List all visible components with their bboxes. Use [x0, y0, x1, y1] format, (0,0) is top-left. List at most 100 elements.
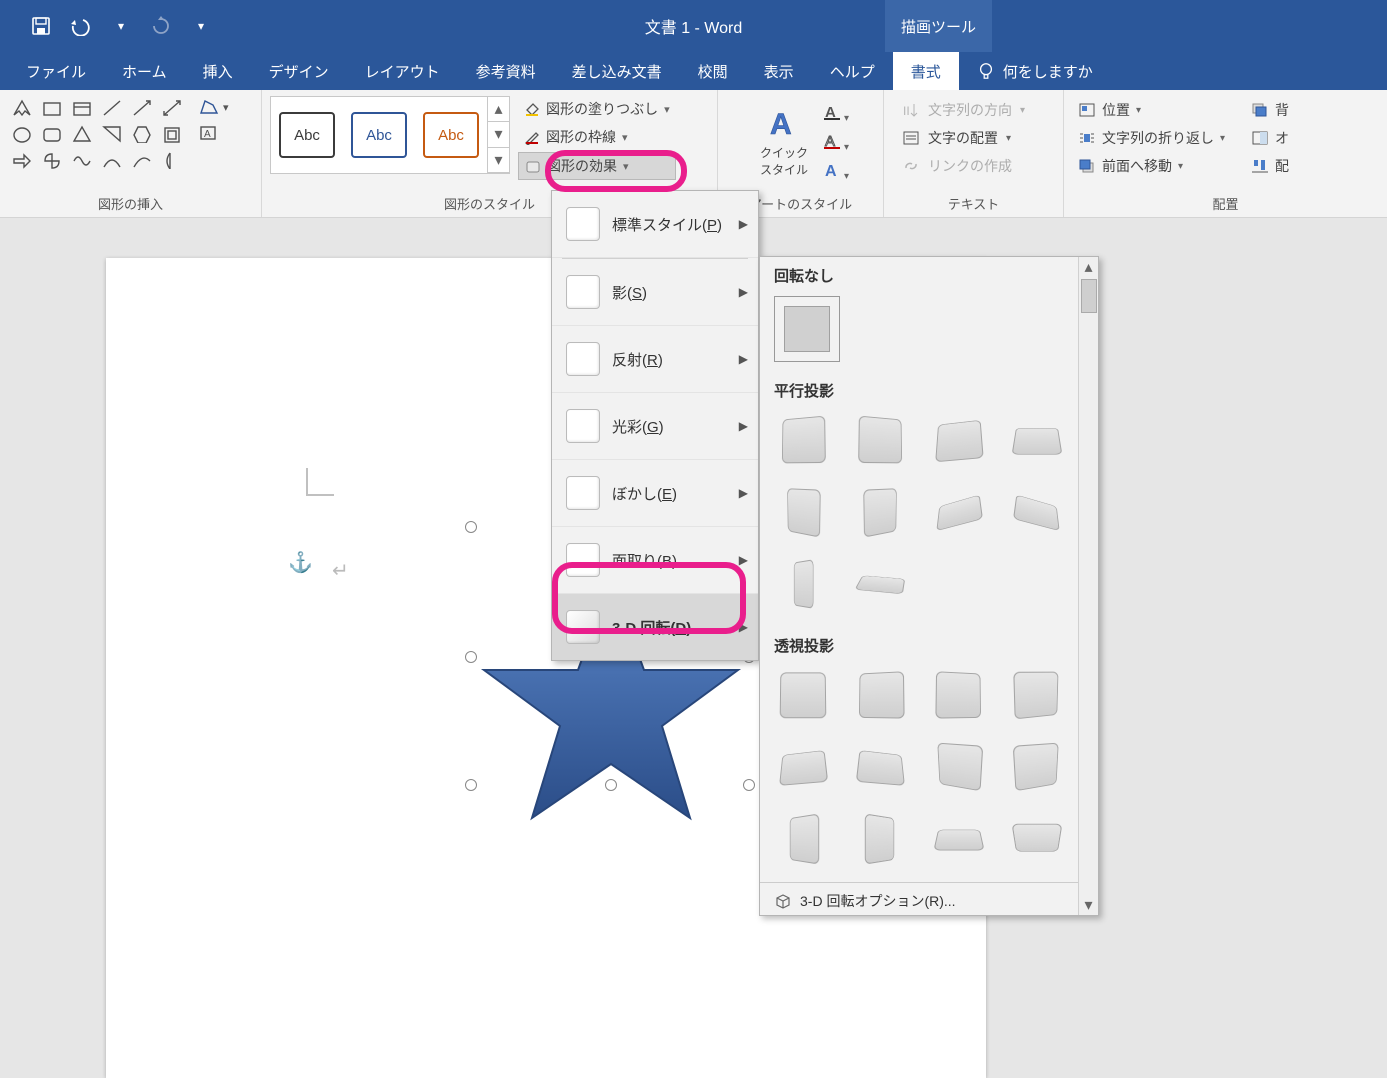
forward-label: 前面へ移動 — [1102, 156, 1172, 176]
tab-format[interactable]: 書式 — [893, 52, 959, 90]
tab-insert[interactable]: 挿入 — [185, 52, 251, 90]
lightbulb-icon — [977, 62, 995, 80]
repeat-icon[interactable] — [148, 13, 174, 39]
margin-corner — [306, 468, 334, 496]
reflection-icon — [566, 342, 600, 376]
cube-icon — [774, 893, 792, 909]
selection-pane-button[interactable]: オ — [1245, 124, 1295, 152]
bring-forward-button[interactable]: 前面へ移動▾ — [1072, 152, 1231, 180]
rot-parallel-2[interactable] — [852, 411, 910, 469]
rot-parallel-8[interactable] — [1008, 483, 1066, 541]
tab-design[interactable]: デザイン — [251, 52, 347, 90]
shape-fill-column: 図形の塗りつぶし▾ 図形の枠線▾ 図形の効果▾ — [518, 96, 676, 180]
group-title-insert-shapes: 図形の挿入 — [0, 190, 261, 217]
rot-parallel-3[interactable] — [930, 411, 988, 469]
tell-me-box[interactable]: 何をしますか — [959, 52, 1111, 90]
rot-persp-3[interactable] — [930, 666, 988, 724]
ribbon-tabs: ファイル ホーム 挿入 デザイン レイアウト 参考資料 差し込み文書 校閲 表示… — [0, 52, 1387, 90]
fx-reflection[interactable]: 反射(R) ▶ — [552, 326, 758, 393]
style-item-3[interactable]: Abc — [423, 112, 479, 158]
shape-gallery[interactable] — [8, 96, 186, 172]
tab-mailings[interactable]: 差し込み文書 — [554, 52, 680, 90]
rot-parallel-10[interactable] — [852, 555, 910, 613]
wrap-text-button[interactable]: 文字列の折り返し▾ — [1072, 124, 1231, 152]
rot-persp-5[interactable] — [774, 738, 832, 796]
rot-persp-6[interactable] — [852, 738, 910, 796]
rotation-options-label: 3-D 回転オプション(R)... — [800, 891, 956, 911]
style-gallery-scroll[interactable]: ▴▾▾ — [487, 97, 509, 173]
rot-persp-10[interactable] — [852, 810, 910, 868]
tab-review[interactable]: 校閲 — [680, 52, 746, 90]
shadow-icon — [566, 275, 600, 309]
edit-shape-button[interactable]: ▾ — [194, 96, 234, 118]
fx-preset[interactable]: 標準スタイル(P) ▶ — [552, 191, 758, 258]
anchor-icon: ⚓ — [288, 550, 313, 575]
undo-icon[interactable] — [68, 13, 94, 39]
wordart-a-icon: A — [766, 108, 802, 140]
tab-references[interactable]: 参考資料 — [458, 52, 554, 90]
shape-fill-label: 図形の塗りつぶし — [546, 99, 658, 119]
rotation-options-button[interactable]: 3-D 回転オプション(R)... — [760, 882, 1078, 915]
style-item-2[interactable]: Abc — [351, 112, 407, 158]
draw-textbox-button[interactable]: A — [194, 122, 234, 144]
rot-parallel-1[interactable] — [774, 411, 832, 469]
shape-outline-label: 図形の枠線 — [546, 127, 616, 147]
rot-persp-11[interactable] — [930, 810, 988, 868]
align-text-button[interactable]: 文字の配置▾ — [896, 124, 1031, 152]
rot-persp-4[interactable] — [1008, 666, 1066, 724]
align-button[interactable]: 配 — [1245, 152, 1295, 180]
group-title-arrange: 配置 — [1064, 190, 1387, 217]
tab-view[interactable]: 表示 — [746, 52, 812, 90]
save-icon[interactable] — [28, 13, 54, 39]
rot-parallel-7[interactable] — [930, 483, 988, 541]
group-arrange: 位置▾ 文字列の折り返し▾ 前面へ移動▾ 背 オ 配 配置 — [1064, 90, 1387, 217]
rot-section-perspective: 透視投影 — [760, 627, 1078, 662]
rot-none[interactable] — [774, 296, 840, 362]
wrap-label: 文字列の折り返し — [1102, 128, 1214, 148]
pane-label: オ — [1275, 128, 1289, 148]
fx-3d-rotation[interactable]: 3-D 回転(D) ▶ — [552, 594, 758, 660]
rot-parallel-grid — [760, 407, 1078, 627]
send-back-button[interactable]: 背 — [1245, 96, 1295, 124]
style-gallery[interactable]: Abc Abc Abc ▴▾▾ — [270, 96, 510, 174]
rot-persp-8[interactable] — [1008, 738, 1066, 796]
rot-persp-12[interactable] — [1008, 810, 1066, 868]
style-item-1[interactable]: Abc — [279, 112, 335, 158]
shape-outline-button[interactable]: 図形の枠線▾ — [518, 124, 676, 150]
tab-layout[interactable]: レイアウト — [347, 52, 458, 90]
text-fill-button[interactable]: A▾ — [822, 103, 849, 126]
rot-parallel-9[interactable] — [774, 555, 832, 613]
quick-styles-button[interactable]: A クイック スタイル — [760, 108, 808, 178]
chevron-right-icon: ▶ — [739, 217, 748, 231]
create-link-button[interactable]: リンクの作成 — [896, 152, 1031, 180]
rot-parallel-5[interactable] — [774, 483, 832, 541]
effects-icon — [525, 158, 541, 174]
svg-text:A: A — [825, 163, 837, 179]
tab-help[interactable]: ヘルプ — [812, 52, 893, 90]
fx-bevel[interactable]: 面取り(B) ▶ — [552, 527, 758, 594]
fx-soft-edges[interactable]: ぼかし(E) ▶ — [552, 460, 758, 527]
svg-text:A: A — [770, 108, 792, 140]
text-direction-button[interactable]: II 文字列の方向▾ — [896, 96, 1031, 124]
qat-more-icon[interactable]: ▾ — [188, 13, 214, 39]
tab-file[interactable]: ファイル — [8, 52, 104, 90]
text-effects-button[interactable]: A▾ — [822, 161, 849, 184]
shape-fill-button[interactable]: 図形の塗りつぶし▾ — [518, 96, 676, 122]
contextual-tab-label: 描画ツール — [885, 0, 992, 52]
text-outline-button[interactable]: A▾ — [822, 132, 849, 155]
tab-home[interactable]: ホーム — [104, 52, 185, 90]
rot-persp-9[interactable] — [774, 810, 832, 868]
preset-icon — [566, 207, 600, 241]
undo-dropdown-icon[interactable]: ▾ — [108, 13, 134, 39]
rotation-scrollbar[interactable]: ▴▾ — [1078, 257, 1098, 915]
fx-shadow[interactable]: 影(S) ▶ — [552, 259, 758, 326]
rot-persp-2[interactable] — [852, 666, 910, 724]
rot-parallel-4[interactable] — [1008, 411, 1066, 469]
shape-effects-button[interactable]: 図形の効果▾ — [518, 152, 676, 180]
rot-persp-1[interactable] — [774, 666, 832, 724]
position-button[interactable]: 位置▾ — [1072, 96, 1231, 124]
rot-persp-7[interactable] — [930, 738, 988, 796]
rot-parallel-6[interactable] — [852, 483, 910, 541]
create-link-label: リンクの作成 — [928, 156, 1012, 176]
fx-glow[interactable]: 光彩(G) ▶ — [552, 393, 758, 460]
